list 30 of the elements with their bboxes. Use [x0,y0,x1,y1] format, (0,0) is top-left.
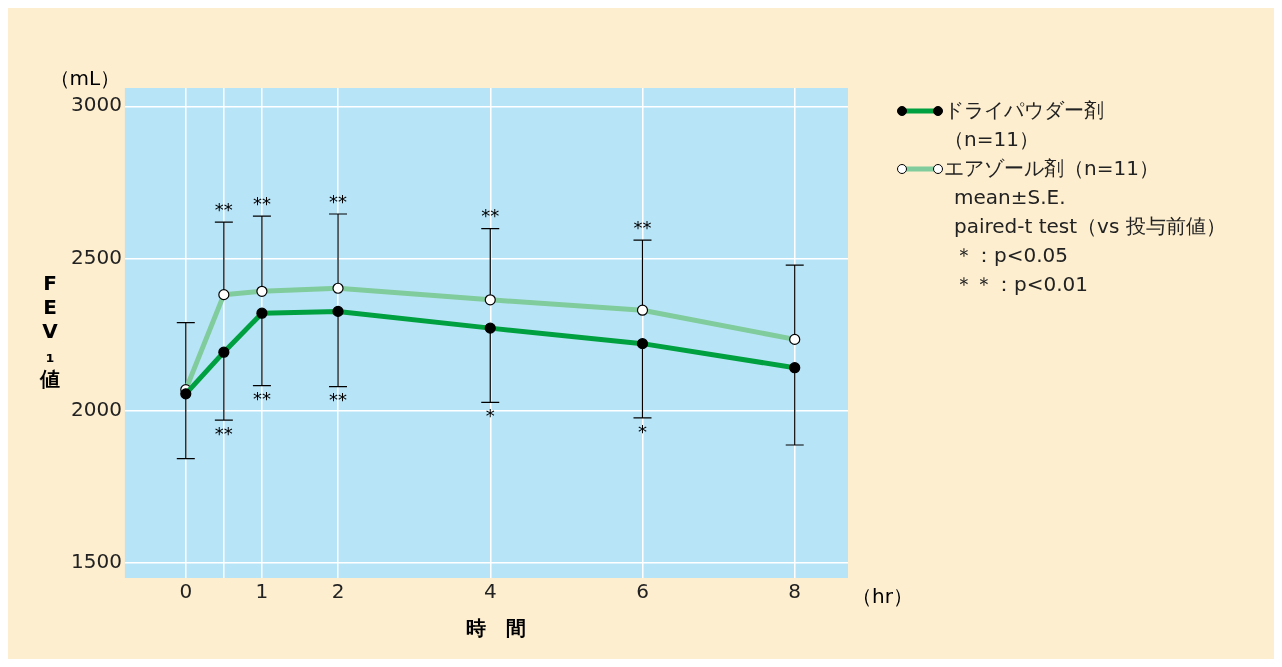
annotation: ** [214,198,233,220]
x-tick-label: 1 [255,579,269,604]
text: ＊＊：p<0.01 [954,271,1089,298]
annotation: ** [252,388,271,410]
y-tick-label: 3000 [70,92,122,117]
annotation: ** [329,389,348,411]
text: （hr） [852,584,913,609]
y-tick-label: 2000 [70,396,122,421]
x-tick-label: 4 [483,579,497,604]
y-tick-label: 1500 [70,548,122,573]
legend-label: ドライパウダー剤（n=11） [944,97,1105,153]
annotation: * [637,420,647,442]
y-tick-label: 2500 [70,244,122,269]
annotation: ** [329,190,348,212]
annotation: ** [633,216,652,238]
annotation: ** [252,192,271,214]
text: paired-t test（vs 投与前値） [954,213,1227,240]
x-tick-label: 8 [788,579,802,604]
x-axis-title: 時 間 [466,616,527,641]
text: ＊：p<0.05 [954,242,1069,269]
x-tick-label: 0 [179,579,193,604]
annotation: ** [481,205,500,227]
y-axis-title: FEV₁値 [39,271,60,392]
text: （mL） [49,66,121,91]
x-tick-label: 2 [331,579,345,604]
annotation: * [485,405,495,427]
x-tick-label: 6 [636,579,649,604]
annotation: ** [214,422,233,444]
text: mean±S.E. [954,184,1067,211]
legend-label: エアゾール剤（n=11） [944,155,1160,182]
